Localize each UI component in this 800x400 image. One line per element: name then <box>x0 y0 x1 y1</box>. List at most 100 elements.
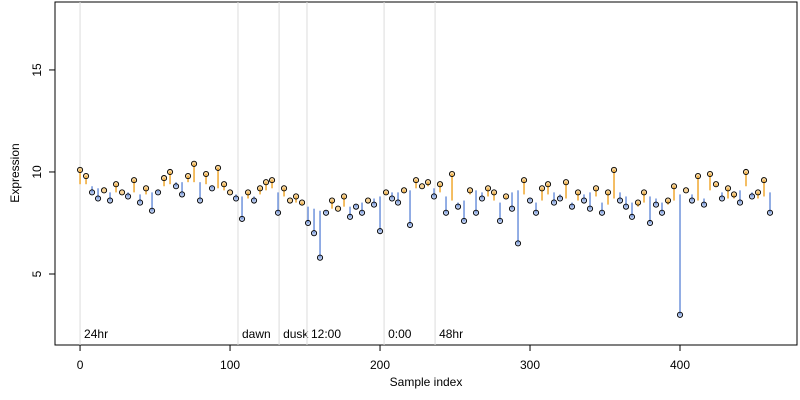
annotation-label: 24hr <box>84 327 108 341</box>
data-point <box>334 205 342 212</box>
data-point <box>514 240 522 247</box>
data-point <box>646 219 654 227</box>
data-point <box>88 189 96 196</box>
data-point <box>328 197 336 204</box>
data-point <box>154 189 162 196</box>
data-point <box>730 191 738 198</box>
data-point <box>568 203 576 210</box>
annotation-label: 0:00 <box>388 327 412 341</box>
data-point <box>460 217 468 224</box>
data-point <box>184 173 192 180</box>
data-point <box>598 209 606 216</box>
data-point <box>262 179 270 186</box>
data-point <box>682 187 690 194</box>
data-point <box>562 179 570 186</box>
data-point <box>76 166 84 173</box>
data-point <box>238 215 246 222</box>
data-point <box>688 197 696 204</box>
data-point <box>148 207 156 214</box>
data-point <box>766 209 774 216</box>
data-point <box>310 230 318 237</box>
data-point <box>628 213 636 220</box>
data-point <box>508 205 516 212</box>
data-point <box>610 166 618 173</box>
y-tick-label: 10 <box>30 165 44 179</box>
data-point <box>106 197 114 204</box>
data-point <box>634 199 642 206</box>
data-point <box>736 199 744 206</box>
data-point <box>544 181 552 188</box>
data-point <box>94 195 102 202</box>
annotation-label: 48hr <box>439 327 463 341</box>
x-tick-label: 100 <box>220 358 240 372</box>
data-point <box>640 189 648 196</box>
data-point <box>760 177 768 184</box>
data-point <box>670 183 678 190</box>
data-point <box>754 189 762 196</box>
data-point <box>490 189 498 196</box>
plot-box <box>54 1 798 346</box>
annotation-label: 12:00 <box>311 327 341 341</box>
data-point <box>664 197 672 204</box>
data-point <box>370 201 378 208</box>
data-point <box>172 183 180 190</box>
data-point <box>208 185 216 192</box>
data-point <box>232 195 240 202</box>
data-point <box>244 189 252 196</box>
data-point <box>274 209 282 216</box>
annotation-label: dusk <box>283 327 309 341</box>
data-point <box>472 209 480 216</box>
data-point <box>478 195 486 202</box>
data-point <box>502 193 510 200</box>
x-tick-label: 300 <box>520 358 540 372</box>
data-point <box>712 181 720 188</box>
data-point <box>136 199 144 206</box>
data-point <box>556 195 564 202</box>
y-tick-label: 5 <box>30 270 44 277</box>
data-point <box>358 209 366 216</box>
data-point <box>220 181 228 188</box>
data-point <box>118 189 126 196</box>
data-point <box>196 197 204 204</box>
data-point <box>442 209 450 216</box>
data-point <box>658 209 666 216</box>
data-point <box>376 228 384 235</box>
data-point <box>280 185 288 192</box>
data-point <box>748 193 756 200</box>
data-point <box>742 168 750 176</box>
data-point <box>346 213 354 220</box>
data-point <box>484 185 492 192</box>
data-point <box>100 187 108 194</box>
data-point <box>394 199 402 206</box>
data-point <box>298 199 306 206</box>
data-point <box>724 185 732 192</box>
data-point <box>226 189 234 196</box>
data-point <box>586 205 594 212</box>
data-point <box>130 177 138 184</box>
data-point <box>214 164 222 171</box>
data-point <box>676 311 684 318</box>
data-point <box>604 189 612 196</box>
annotation-label: dawn <box>242 327 271 341</box>
data-point <box>190 160 198 167</box>
data-point <box>412 177 420 184</box>
data-point <box>526 197 534 204</box>
data-point <box>316 254 324 261</box>
data-point <box>436 181 444 188</box>
y-tick-label: 15 <box>30 63 44 77</box>
data-point <box>250 197 258 204</box>
data-point <box>388 195 396 202</box>
data-point <box>418 183 426 190</box>
x-tick-label: 0 <box>77 358 84 372</box>
data-point <box>580 197 588 204</box>
data-point <box>382 189 390 196</box>
data-point <box>340 193 348 200</box>
data-point <box>202 170 210 178</box>
data-point <box>166 168 174 176</box>
data-point <box>448 170 456 178</box>
data-point <box>700 201 708 208</box>
data-point <box>286 197 294 204</box>
data-point <box>124 193 132 200</box>
data-point <box>706 170 714 178</box>
